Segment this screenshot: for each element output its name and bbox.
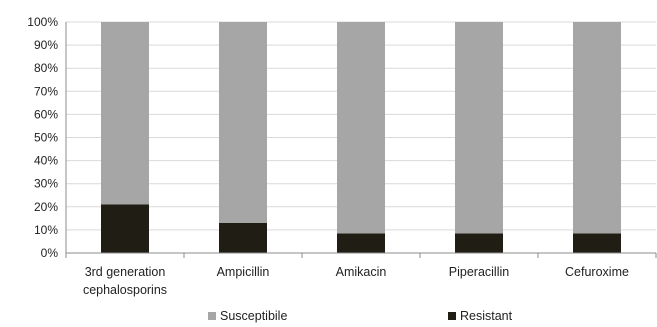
axes bbox=[65, 22, 657, 258]
y-tick-label: 50% bbox=[34, 131, 58, 145]
y-tick-label: 40% bbox=[34, 154, 58, 168]
y-tick-label: 0% bbox=[41, 246, 59, 260]
x-axis-category-labels: 3rd generation cephalosporins Ampicillin Am… bbox=[83, 265, 629, 297]
y-tick-label: 80% bbox=[34, 61, 58, 75]
x-category-label: Amikacin bbox=[336, 265, 387, 279]
bar-susceptibile bbox=[337, 22, 385, 234]
y-tick-label: 90% bbox=[34, 38, 58, 52]
legend-swatch-susceptibile bbox=[208, 312, 216, 320]
bar-susceptibile bbox=[219, 22, 267, 223]
y-tick-label: 30% bbox=[34, 177, 58, 191]
legend: Susceptibile Resistant bbox=[208, 309, 513, 323]
y-tick-label: 10% bbox=[34, 223, 58, 237]
bar-susceptibile bbox=[101, 22, 149, 205]
x-category-label: Ampicillin bbox=[217, 265, 270, 279]
x-category-label: 3rd generation cephalosporins bbox=[83, 265, 167, 297]
bar-resistant bbox=[455, 233, 503, 253]
bar-resistant bbox=[337, 233, 385, 253]
y-tick-label: 20% bbox=[34, 200, 58, 214]
bar-resistant bbox=[573, 233, 621, 253]
y-tick-label: 100% bbox=[27, 15, 58, 29]
x-category-label: Cefuroxime bbox=[565, 265, 629, 279]
bars bbox=[101, 22, 621, 253]
legend-label-resistant: Resistant bbox=[460, 309, 513, 323]
bar-resistant bbox=[219, 222, 267, 253]
bar-susceptibile bbox=[455, 22, 503, 234]
y-tick-label: 70% bbox=[34, 84, 58, 98]
bar-susceptibile bbox=[573, 22, 621, 234]
bar-resistant bbox=[101, 204, 149, 253]
y-axis-tick-labels: 0% 10% 20% 30% 40% 50% 60% 70% 80% 90% 100% bbox=[27, 15, 58, 260]
y-tick-label: 60% bbox=[34, 107, 58, 121]
legend-label-susceptibile: Susceptibile bbox=[220, 309, 287, 323]
x-category-label: Piperacillin bbox=[449, 265, 509, 279]
legend-swatch-resistant bbox=[448, 312, 456, 320]
